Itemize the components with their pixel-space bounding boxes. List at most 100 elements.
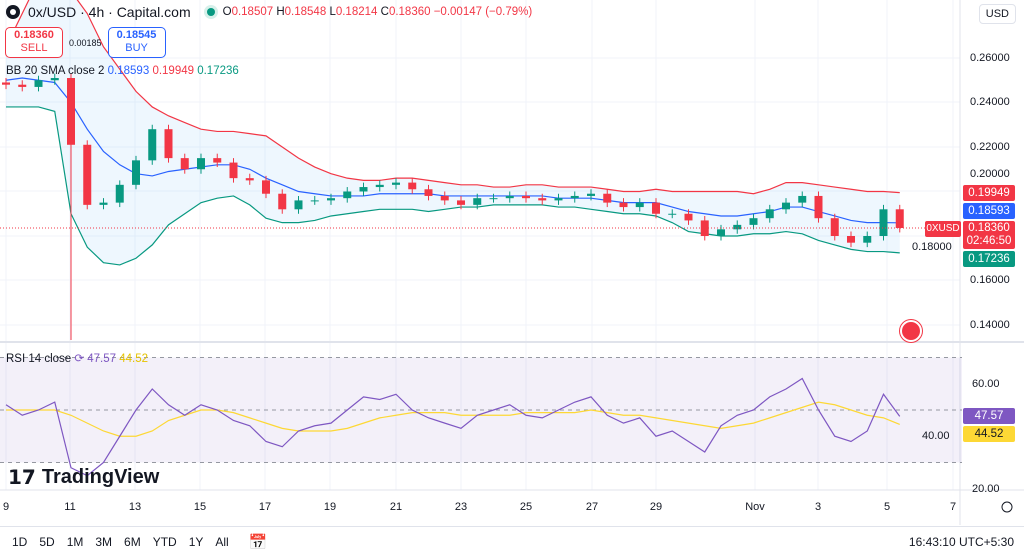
candle-body	[50, 78, 59, 81]
time-axis-label: 25	[519, 501, 533, 513]
range-button[interactable]: 5D	[39, 534, 55, 549]
range-button[interactable]: 6M	[124, 534, 141, 549]
clock[interactable]: 16:43:10 UTC+5:30	[908, 534, 1014, 549]
bb-basis-tag: 0.18593	[963, 203, 1015, 219]
candle-body	[879, 209, 888, 236]
candle-body	[814, 195, 823, 219]
us-flag-event-icon[interactable]	[900, 320, 922, 342]
chart-canvas[interactable]	[0, 0, 1024, 525]
time-axis-label: 13	[128, 501, 142, 513]
candle-body	[408, 182, 417, 190]
rsi-ma-tag: 44.52	[963, 426, 1015, 442]
symbol-tag: 0XUSD	[925, 221, 961, 237]
buy-button[interactable]: 0.18545 BUY	[107, 27, 166, 58]
candle-body	[99, 202, 108, 205]
candle-body	[392, 182, 400, 185]
rsi-ma-line	[6, 401, 900, 437]
candle-body	[765, 209, 774, 219]
time-axis-label: 17	[258, 501, 272, 513]
spread: 0.00185	[69, 37, 102, 48]
ohlc-values: O0.18507 H0.18548 L0.18214 C0.18360 −0.0…	[222, 6, 533, 18]
bb-lower-line	[6, 106, 900, 266]
price-axis-label: 0.18000	[912, 241, 952, 253]
chart-header: 0x/USD · 4h · Capital.com O0.18507 H0.18…	[6, 4, 532, 20]
bb-upper-line	[5, 0, 900, 195]
candle-body	[473, 198, 482, 205]
candle-body	[830, 218, 839, 236]
candle-body	[294, 200, 303, 210]
candle-body	[115, 184, 124, 203]
candle-body	[83, 144, 92, 205]
price-axis-label: 0.14000	[970, 319, 1010, 331]
symbol-title[interactable]: 0x/USD · 4h · Capital.com	[28, 4, 191, 20]
candle-body	[180, 158, 189, 170]
candle-body	[652, 202, 660, 214]
price-axis-label: 0.16000	[970, 274, 1010, 286]
goto-date-icon[interactable]: 📅	[248, 533, 268, 551]
candle-body	[245, 178, 254, 181]
candle-body	[34, 80, 43, 87]
candle-body	[587, 193, 595, 196]
time-axis-label: 3	[814, 501, 822, 513]
candle-body	[635, 202, 644, 208]
candle-body	[603, 193, 612, 203]
price-axis-label: 0.20000	[970, 168, 1010, 180]
candle-body	[67, 78, 75, 145]
range-button[interactable]: 1M	[66, 534, 84, 549]
range-button[interactable]: All	[215, 534, 229, 549]
candle-body	[895, 209, 904, 228]
tv-logo-icon: 𝟭𝟳	[8, 467, 36, 489]
rsi-value-tag: 47.57	[963, 408, 1015, 424]
candle-body	[505, 195, 514, 199]
candle-body	[359, 187, 368, 192]
candle-body	[18, 84, 27, 87]
range-button[interactable]: 1D	[12, 534, 28, 549]
time-axis-label: 21	[389, 501, 403, 513]
candle-body	[440, 195, 449, 201]
range-button[interactable]: 3M	[95, 534, 113, 549]
currency-select[interactable]: USD	[978, 4, 1016, 24]
time-axis-label: 15	[193, 501, 207, 513]
bb-legend[interactable]: BB 20 SMA close 2 0.18593 0.19949 0.1723…	[6, 65, 239, 77]
candle-body	[554, 198, 563, 201]
time-axis-label: 19	[323, 501, 337, 513]
time-axis-label: 23	[454, 501, 468, 513]
rsi-axis-label: 40.00	[922, 430, 950, 442]
candle-body	[164, 129, 173, 159]
candle-body	[262, 180, 270, 194]
candle-body	[619, 202, 628, 208]
candle-body	[668, 213, 677, 215]
rsi-axis-label: 20.00	[972, 483, 1000, 495]
candle-body	[847, 236, 855, 243]
bb-basis-line	[5, 77, 900, 224]
candle-body	[457, 200, 465, 205]
candle-body	[684, 213, 693, 221]
time-axis-label: Nov	[745, 501, 765, 513]
candle-body	[132, 160, 140, 185]
candle-body	[375, 184, 384, 188]
candle-body	[343, 191, 352, 199]
candle-body	[327, 198, 335, 201]
time-axis-label: 29	[649, 501, 663, 513]
sell-button[interactable]: 0.18360 SELL	[5, 27, 63, 58]
candle-body	[749, 218, 758, 225]
market-open-icon	[206, 8, 215, 16]
candle-body	[229, 162, 238, 179]
bb-lower-tag: 0.17236	[963, 251, 1015, 267]
rsi-legend[interactable]: RSI 14 close ⟳ 47.57 44.52	[6, 353, 149, 365]
trade-panel: 0.18360 SELL 0.00185 0.18545 BUY	[5, 27, 166, 58]
range-button[interactable]: YTD	[152, 534, 177, 549]
tradingview-logo[interactable]: 𝟭𝟳 TradingView	[8, 466, 160, 489]
candle-body	[863, 236, 872, 243]
rsi-axis-label: 60.00	[972, 378, 1000, 390]
rsi-refresh-icon: ⟳	[74, 353, 85, 365]
range-button[interactable]: 1Y	[188, 534, 204, 549]
time-axis-label: 7	[949, 501, 957, 513]
settings-icon	[1001, 501, 1013, 513]
time-axis-label: 11	[64, 501, 76, 513]
candle-body	[213, 158, 222, 163]
bb-upper-tag: 0.19949	[963, 185, 1015, 201]
candle-body	[310, 200, 319, 202]
price-axis-label: 0.26000	[970, 52, 1010, 64]
candle-body	[700, 220, 709, 236]
